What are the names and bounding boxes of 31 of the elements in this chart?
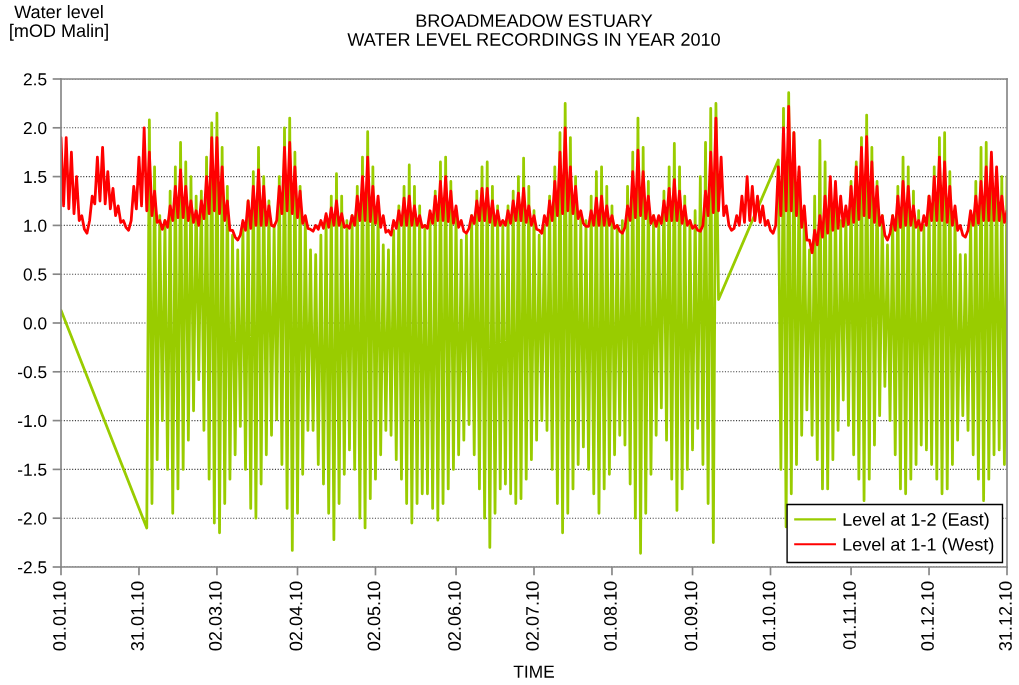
legend-label: Level at 1-2 (East) <box>843 512 989 530</box>
line-series <box>61 104 1007 255</box>
y-tick-label: 0.0 <box>23 317 47 330</box>
x-tick-label: 01.08.10 <box>604 581 617 651</box>
x-tick-label: 31.01.10 <box>131 581 144 651</box>
x-tick-label: 01.10.10 <box>762 581 776 651</box>
x-axis-title: TIME <box>513 665 554 678</box>
y-tick-label: 1.0 <box>24 219 47 232</box>
y-tick-label: -0.5 <box>17 365 47 379</box>
x-tick-label: 31.12.10 <box>999 581 1012 651</box>
x-tick-label: 01.12.10 <box>921 581 934 651</box>
y-axis-title: Water level [mOD Malin] <box>10 5 108 41</box>
x-tick-label: 02.05.10 <box>367 581 381 651</box>
x-tick-label: 02.06.10 <box>448 581 461 651</box>
y-tick-label: 2.0 <box>23 121 47 135</box>
x-tick-label: 01.01.10 <box>53 581 66 651</box>
y-tick-label: 2.5 <box>23 73 47 86</box>
y-tick-label: -1.5 <box>17 463 47 476</box>
chart-title: BROADMEADOW ESTUARY WATER LEVEL RECORDINGS IN YEAR 2010 <box>347 14 720 46</box>
x-tick-label: 02.07.10 <box>526 581 539 651</box>
y-tick-label: 0.5 <box>23 268 47 281</box>
y-tick-label: -1.0 <box>17 414 47 428</box>
y-tick-label: -2.0 <box>17 512 47 525</box>
legend-label: Level at 1-1 (West) <box>843 537 994 555</box>
x-tick-label: 02.03.10 <box>209 581 222 651</box>
y-tick-label: -2.5 <box>17 561 47 574</box>
line-series <box>61 91 1007 555</box>
x-tick-label: 01.11.10 <box>843 581 856 650</box>
x-tick-label: 01.09.10 <box>684 581 698 651</box>
y-tick-label: 1.5 <box>24 170 47 184</box>
x-tick-label: 02.04.10 <box>289 581 303 651</box>
